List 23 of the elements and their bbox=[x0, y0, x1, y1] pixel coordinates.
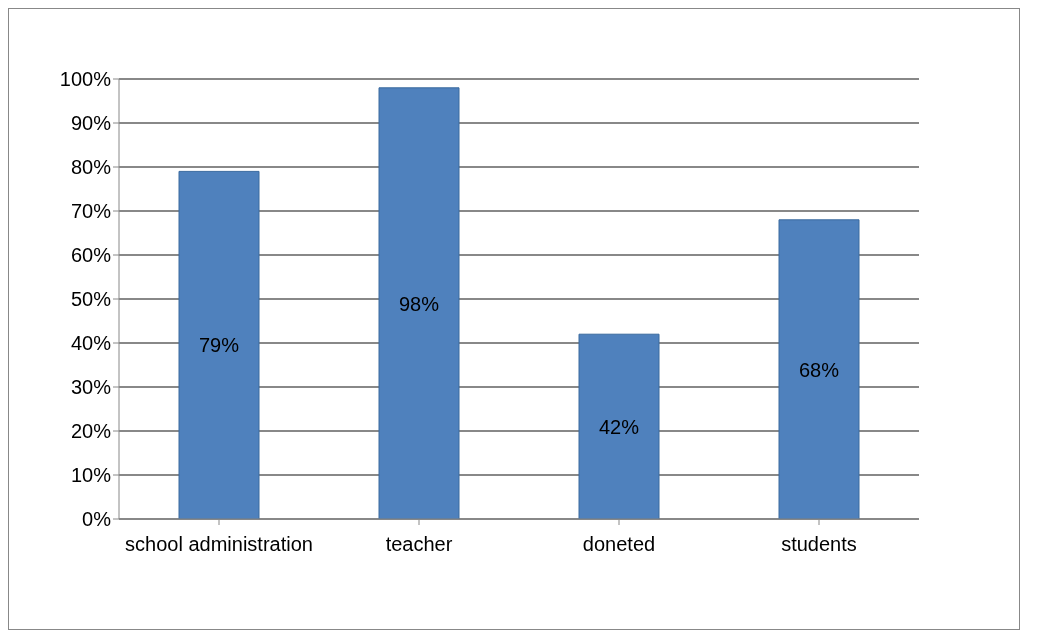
bar bbox=[378, 87, 460, 519]
bar bbox=[778, 219, 860, 519]
y-tick-label: 40% bbox=[70, 332, 112, 355]
y-tick-label: 90% bbox=[70, 112, 112, 135]
y-tick-label: 60% bbox=[70, 244, 112, 267]
y-tick-label: 30% bbox=[70, 376, 112, 399]
data-label: 68% bbox=[798, 358, 840, 381]
data-label: 98% bbox=[398, 292, 440, 315]
x-tick-label: school administration bbox=[125, 533, 313, 556]
data-label: 42% bbox=[598, 415, 640, 438]
x-tick-label: teacher bbox=[385, 533, 453, 556]
y-tick-label: 10% bbox=[70, 464, 112, 487]
y-tick-label: 100% bbox=[59, 68, 112, 91]
bar bbox=[178, 170, 260, 519]
y-tick-label: 20% bbox=[70, 420, 112, 443]
bar bbox=[578, 333, 660, 519]
y-tick-label: 50% bbox=[70, 288, 112, 311]
y-tick-label: 70% bbox=[70, 200, 112, 223]
x-tick-label: students bbox=[781, 533, 857, 556]
data-label: 79% bbox=[198, 334, 240, 357]
y-tick-label: 0% bbox=[82, 508, 112, 531]
x-tick-label: doneted bbox=[582, 533, 656, 556]
y-tick-label: 80% bbox=[70, 156, 112, 179]
